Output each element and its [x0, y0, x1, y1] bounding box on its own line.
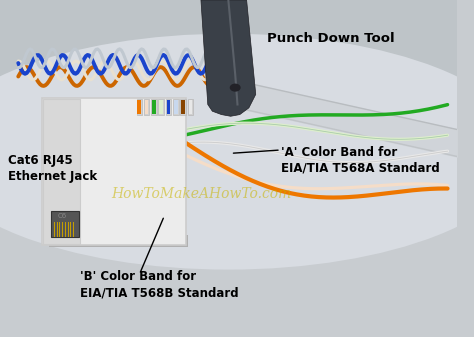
Text: 'B' Color Band for
EIA/TIA T568B Standard: 'B' Color Band for EIA/TIA T568B Standar…	[80, 270, 238, 299]
Ellipse shape	[0, 34, 474, 270]
FancyBboxPatch shape	[151, 99, 156, 115]
FancyBboxPatch shape	[44, 99, 80, 244]
FancyBboxPatch shape	[137, 100, 141, 114]
FancyBboxPatch shape	[158, 99, 164, 115]
Text: HowToMakeAHowTo.com: HowToMakeAHowTo.com	[111, 187, 291, 201]
FancyBboxPatch shape	[51, 211, 79, 237]
FancyBboxPatch shape	[152, 100, 156, 114]
FancyBboxPatch shape	[174, 100, 178, 114]
FancyBboxPatch shape	[137, 99, 142, 115]
FancyBboxPatch shape	[181, 100, 185, 114]
FancyBboxPatch shape	[0, 152, 456, 337]
FancyBboxPatch shape	[42, 98, 186, 245]
FancyBboxPatch shape	[188, 99, 193, 115]
Circle shape	[230, 84, 241, 92]
Text: Cat6 RJ45
Ethernet Jack: Cat6 RJ45 Ethernet Jack	[8, 154, 97, 183]
FancyBboxPatch shape	[173, 99, 179, 115]
Text: 'A' Color Band for
EIA/TIA T568A Standard: 'A' Color Band for EIA/TIA T568A Standar…	[281, 146, 439, 175]
Text: Punch Down Tool: Punch Down Tool	[267, 32, 395, 45]
FancyBboxPatch shape	[189, 100, 192, 114]
FancyBboxPatch shape	[167, 100, 170, 114]
FancyBboxPatch shape	[0, 0, 456, 152]
FancyBboxPatch shape	[144, 99, 149, 115]
FancyBboxPatch shape	[166, 99, 171, 115]
FancyBboxPatch shape	[159, 100, 163, 114]
Text: C6: C6	[58, 213, 67, 219]
Polygon shape	[201, 0, 256, 116]
FancyBboxPatch shape	[49, 235, 188, 247]
FancyBboxPatch shape	[145, 100, 148, 114]
FancyBboxPatch shape	[181, 99, 186, 115]
